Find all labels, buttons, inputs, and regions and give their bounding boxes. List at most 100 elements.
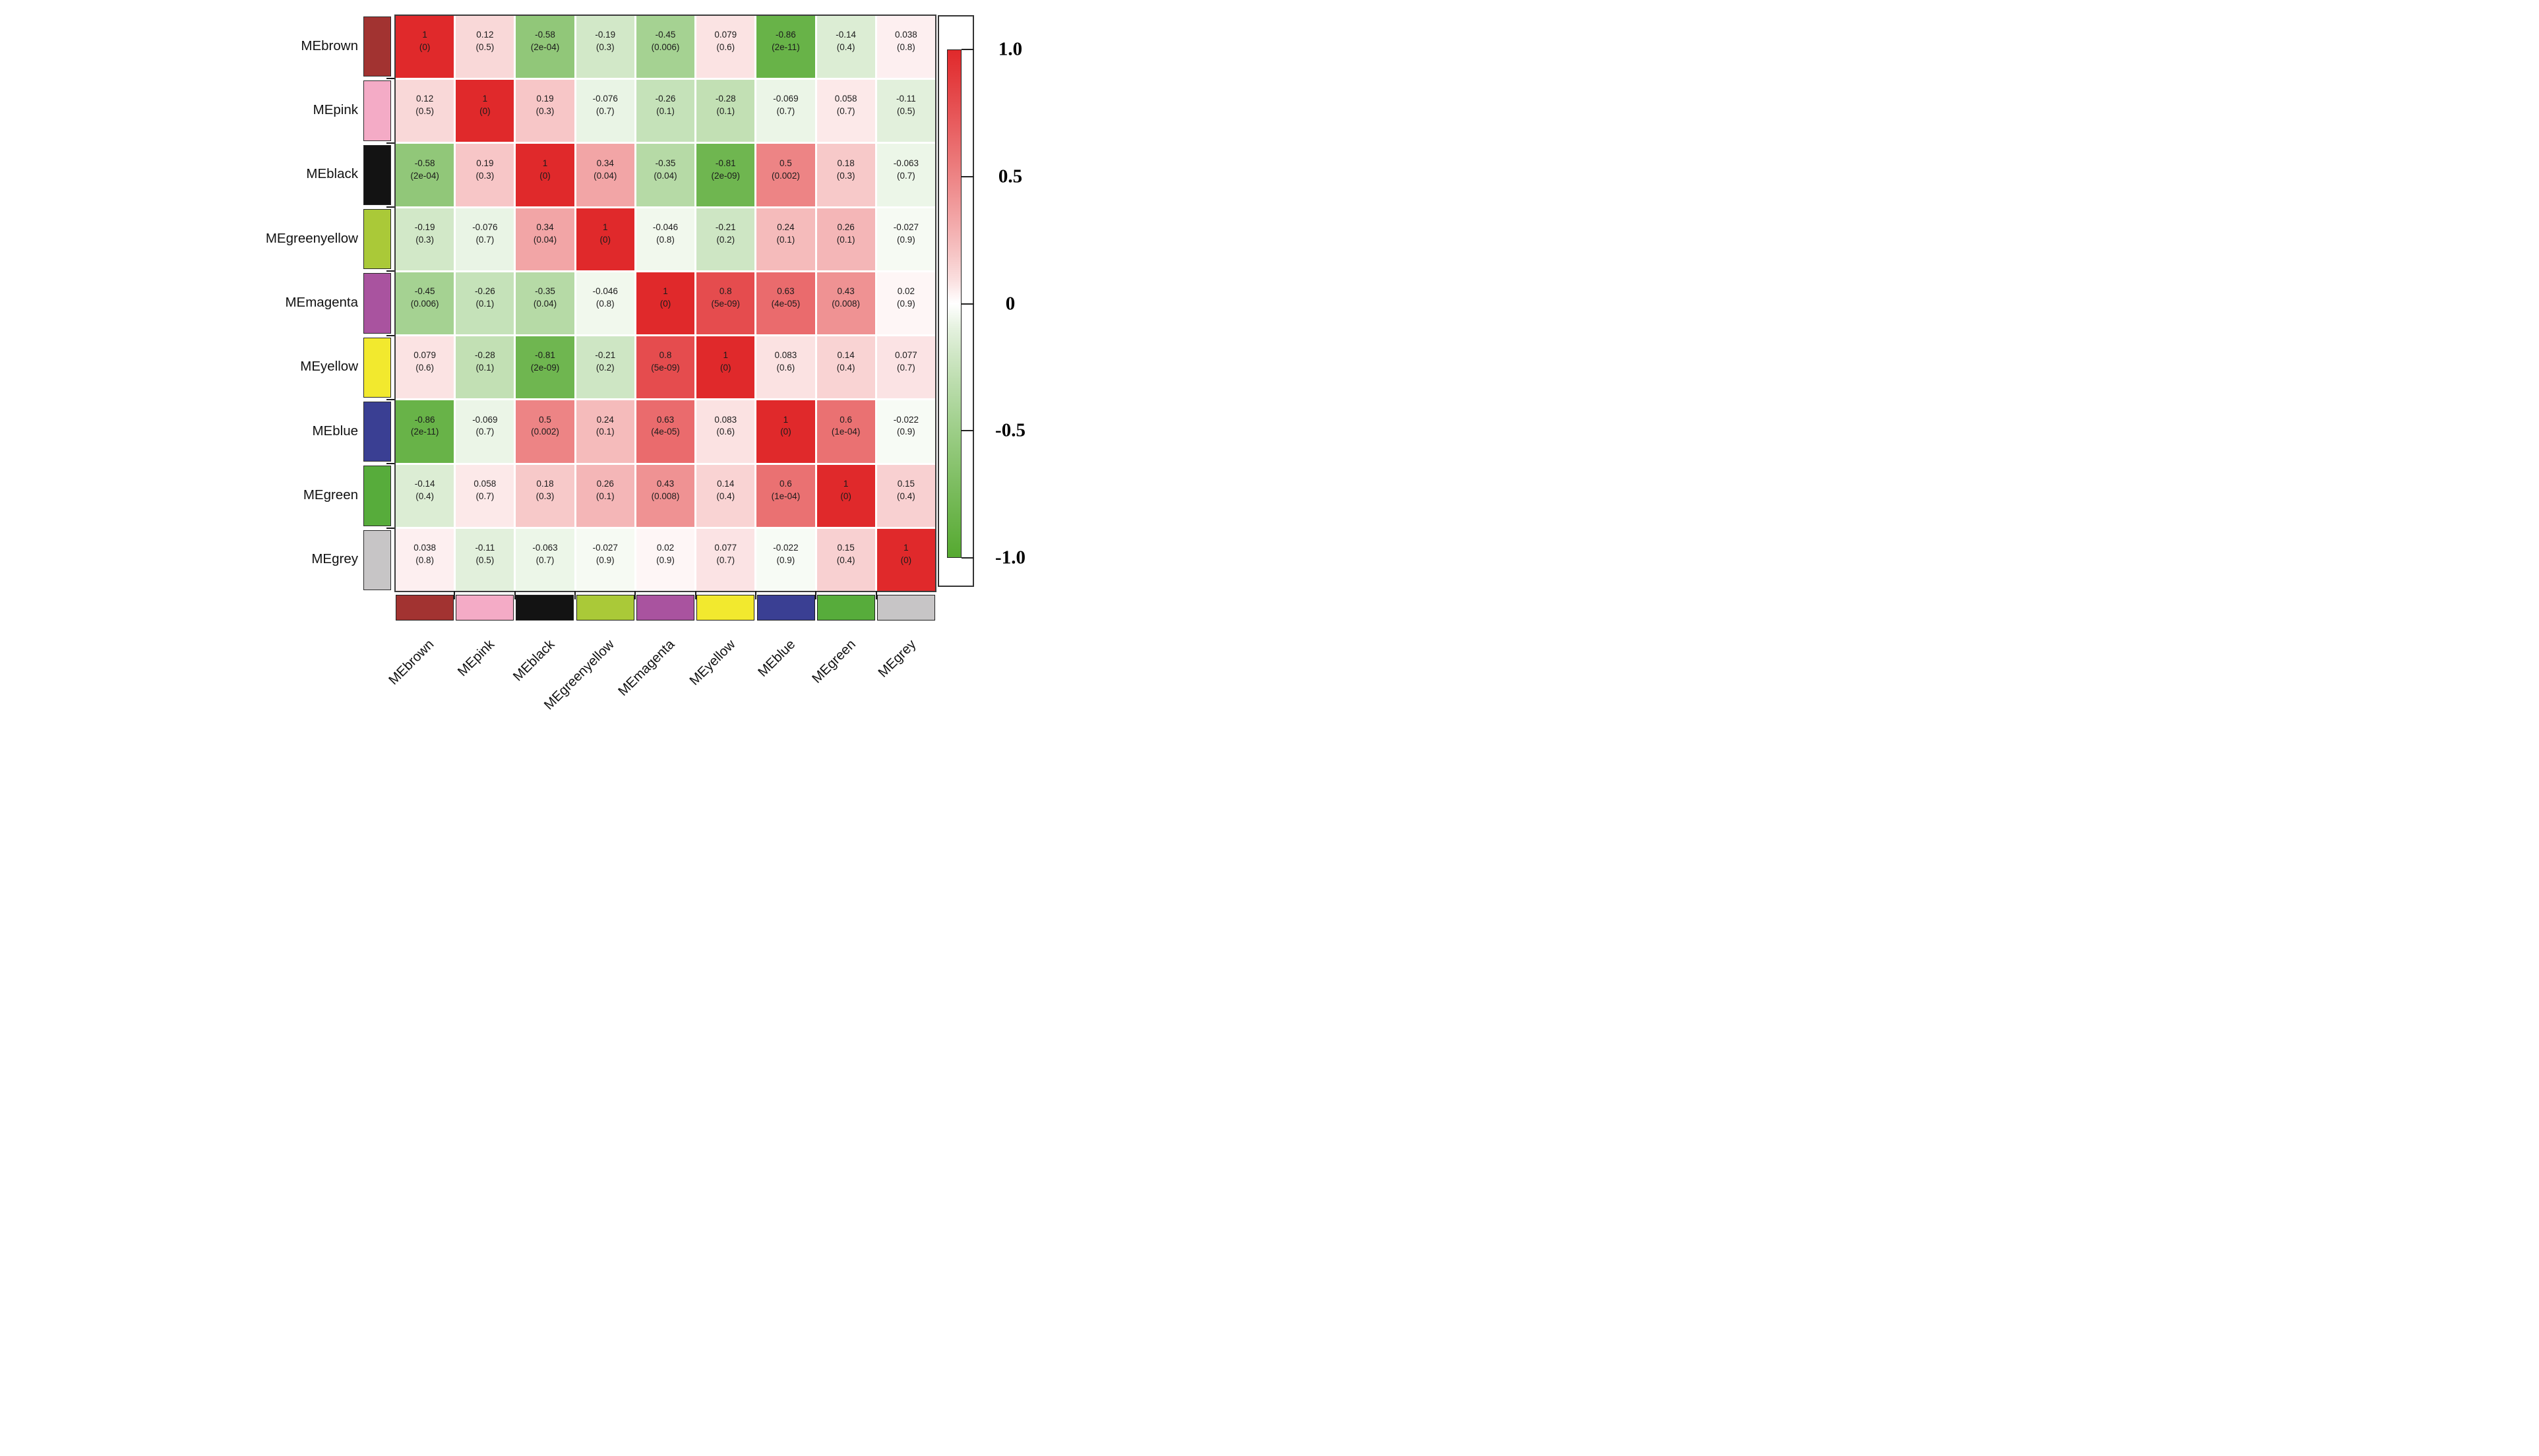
heatmap-cell: 1 (0) (456, 80, 514, 142)
cell-p-value: (0) (539, 170, 551, 181)
row-boundary-tick (386, 463, 394, 465)
cell-correlation-value: 0.12 (415, 94, 434, 104)
heatmap-cell: 0.02 (0.9) (876, 272, 935, 335)
cell-correlation-value: 0.058 (474, 478, 497, 489)
cell-correlation-value: 0.5 (539, 414, 551, 425)
heatmap-cell: -0.58 (2e-04) (516, 16, 574, 78)
row-color-swatch-meyellow (363, 337, 391, 398)
cell-p-value: (0.6) (716, 42, 735, 53)
cell-correlation-value: 0.18 (837, 158, 855, 168)
cell-p-value: (0.008) (651, 491, 680, 501)
column-label-mebrown: MEbrown (385, 636, 437, 688)
heatmap-cell: 0.8 (5e-09) (696, 272, 755, 335)
heatmap-cell: 0.02 (0.9) (636, 528, 695, 591)
cell-correlation-value: -0.022 (773, 542, 799, 553)
heatmap-cell: 0.18 (0.3) (816, 144, 875, 206)
column-boundary-tick (454, 591, 456, 599)
row-label-mepink: MEpink (313, 102, 358, 117)
cell-correlation-value: -0.86 (776, 30, 796, 40)
cell-p-value: (0) (900, 555, 912, 565)
column-color-swatch-megreen (816, 595, 876, 621)
heatmap-cell: 0.8 (5e-09) (636, 336, 695, 399)
cell-correlation-value: 0.14 (837, 350, 855, 361)
cell-correlation-value: 0.34 (536, 222, 554, 232)
row-label-meyellow: MEyellow (300, 359, 358, 375)
heatmap-cell: 0.14 (0.4) (696, 464, 755, 527)
cell-correlation-value: 0.5 (780, 158, 792, 168)
cell-correlation-value: -0.063 (532, 542, 558, 553)
cell-p-value: (0.5) (896, 106, 915, 117)
column-boundary-tick (514, 591, 516, 599)
cell-correlation-value: -0.28 (474, 350, 495, 361)
cell-p-value: (0.1) (596, 491, 615, 501)
cell-correlation-value: 0.34 (596, 158, 614, 168)
column-boundary-tick (815, 591, 817, 599)
colorbar-tick-label: -0.5 (995, 419, 1025, 441)
row-label-megreenyellow: MEgreenyellow (265, 230, 358, 246)
cell-p-value: (0.4) (415, 491, 434, 501)
cell-p-value: (0.7) (475, 234, 495, 245)
heatmap-cell: 1 (0) (816, 464, 875, 527)
heatmap-cell: 1 (0) (576, 208, 634, 270)
cell-p-value: (0) (780, 427, 791, 437)
heatmap-cell: 0.18 (0.3) (516, 464, 574, 527)
column-label-mepink: MEpink (454, 636, 497, 680)
heatmap-cell: 0.15 (0.4) (816, 528, 875, 591)
cell-p-value: (0.4) (836, 555, 855, 565)
row-color-swatch-meblack (363, 144, 391, 205)
cell-correlation-value: 0.8 (659, 350, 672, 361)
cell-correlation-value: 0.26 (596, 478, 614, 489)
cell-correlation-value: 1 (663, 286, 668, 297)
cell-correlation-value: 0.079 (413, 350, 436, 361)
cell-p-value: (0.9) (896, 234, 915, 245)
heatmap-cell: -0.11 (0.5) (456, 528, 514, 591)
heatmap-cell: 0.077 (0.7) (696, 528, 755, 591)
column-label-megrey: MEgrey (874, 636, 919, 681)
heatmap-cell: -0.076 (0.7) (576, 80, 634, 142)
cell-correlation-value: 1 (542, 158, 548, 168)
row-label-meblue: MEblue (312, 423, 358, 439)
row-color-swatch-megreenyellow (363, 209, 391, 270)
cell-correlation-value: -0.58 (535, 30, 555, 40)
cell-p-value: (0.04) (533, 298, 557, 309)
cell-correlation-value: -0.046 (652, 222, 679, 232)
cell-correlation-value: -0.21 (715, 222, 736, 232)
column-boundary-tick (694, 591, 696, 599)
heatmap-cell: -0.58 (2e-04) (396, 144, 454, 206)
cell-p-value: (0.7) (896, 363, 915, 373)
heatmap-cell: -0.26 (0.1) (636, 80, 695, 142)
heatmap-cell: -0.86 (2e-11) (396, 400, 454, 463)
cell-p-value: (0.8) (656, 234, 675, 245)
cell-correlation-value: -0.58 (414, 158, 435, 168)
cell-correlation-value: -0.28 (715, 94, 736, 104)
heatmap-cell: -0.45 (0.006) (396, 272, 454, 335)
heatmap-cell: 0.083 (0.6) (756, 336, 815, 399)
cell-correlation-value: 0.43 (837, 286, 855, 297)
row-label-memagenta: MEmagenta (285, 295, 358, 310)
cell-correlation-value: 0.083 (774, 350, 797, 361)
heatmap-cell: 1 (0) (396, 16, 454, 78)
cell-correlation-value: 0.24 (777, 222, 795, 232)
heatmap-cell: 0.038 (0.8) (396, 528, 454, 591)
cell-p-value: (0.7) (535, 555, 555, 565)
heatmap-cell: 1 (0) (756, 400, 815, 463)
row-color-swatch-megreen (363, 466, 391, 526)
cell-p-value: (0.4) (836, 363, 855, 373)
cell-correlation-value: -0.45 (414, 286, 435, 297)
colorbar-tick (962, 557, 974, 559)
heatmap-cell: -0.027 (0.9) (876, 208, 935, 270)
row-color-swatch-mebrown (363, 16, 391, 77)
cell-correlation-value: 0.058 (834, 94, 857, 104)
heatmap-cell: 1 (0) (516, 144, 574, 206)
row-label-megreen: MEgreen (303, 487, 358, 502)
cell-correlation-value: 1 (903, 542, 909, 553)
cell-correlation-value: -0.11 (896, 94, 916, 104)
cell-p-value: (0.7) (896, 170, 915, 181)
cell-correlation-value: -0.45 (655, 30, 676, 40)
heatmap-cell: 0.26 (0.1) (576, 464, 634, 527)
cell-p-value: (0.1) (475, 298, 495, 309)
colorbar-tick-label: 0 (1005, 293, 1016, 314)
cell-p-value: (5e-09) (651, 363, 680, 373)
heatmap-cell: -0.14 (0.4) (396, 464, 454, 527)
cell-p-value: (0.1) (656, 106, 675, 117)
